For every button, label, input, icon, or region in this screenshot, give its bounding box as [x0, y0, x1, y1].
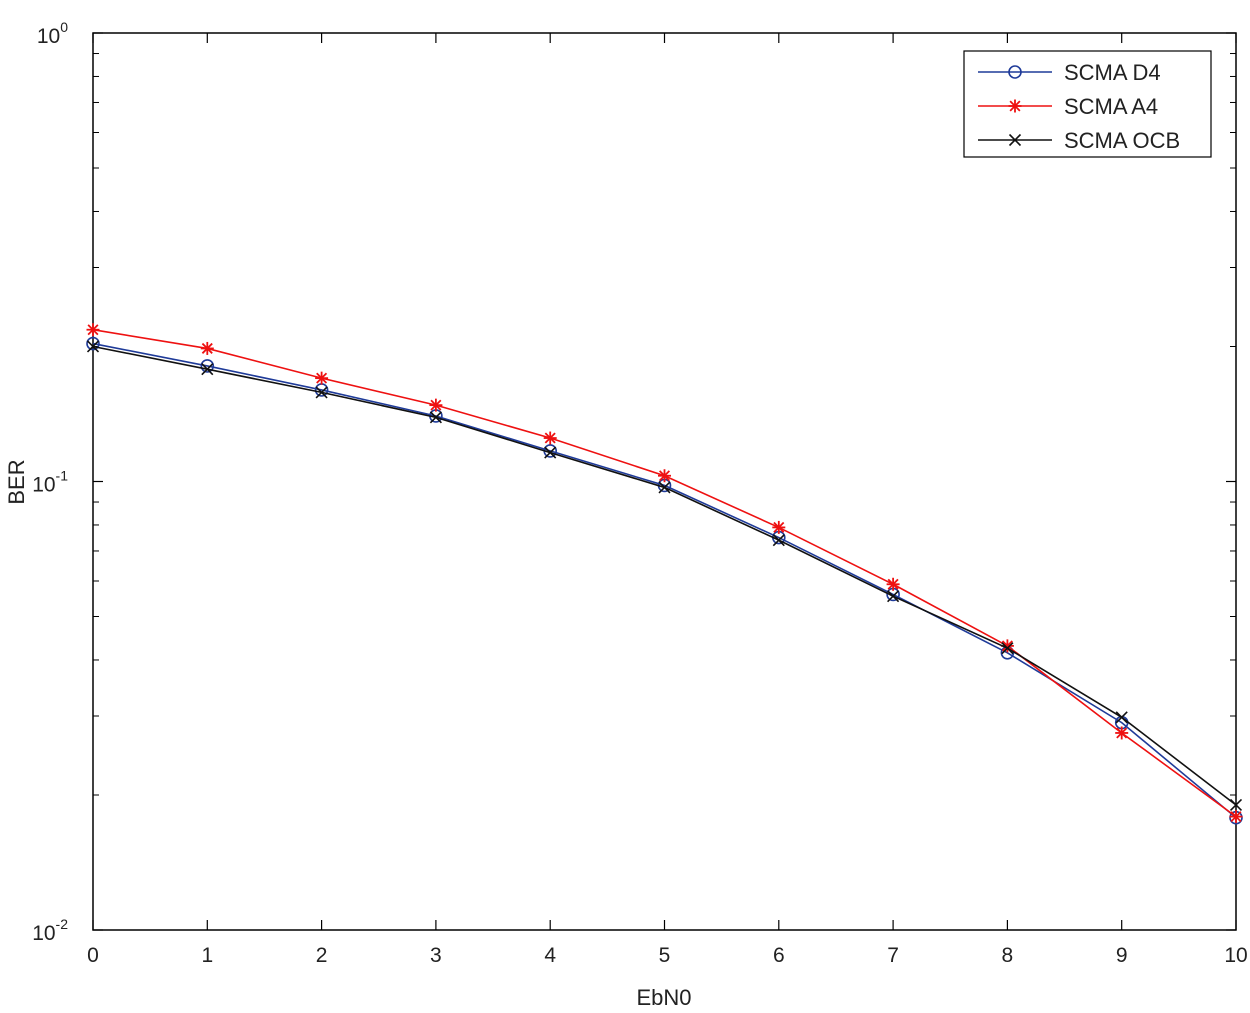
- marker-asterisk: [658, 469, 671, 483]
- asterisk-stroke: [430, 399, 442, 411]
- legend-entry-scma-a4: SCMA A4: [978, 94, 1158, 119]
- circle-marker: [86, 336, 100, 351]
- legend-label: SCMA OCB: [1064, 128, 1180, 153]
- axis-ticks: [92, 32, 1237, 931]
- marker-x: [772, 534, 785, 547]
- marker-x: [1008, 133, 1022, 147]
- x-stroke: [658, 481, 671, 494]
- series-scma-ocb: [86, 340, 1243, 812]
- x-tick-label: 2: [316, 944, 328, 967]
- marker-asterisk: [772, 520, 786, 534]
- marker-asterisk: [315, 371, 329, 385]
- marker-asterisk: [1008, 99, 1022, 113]
- marker-asterisk: [1115, 726, 1129, 740]
- x-stroke: [429, 411, 442, 424]
- marker-asterisk: [200, 341, 214, 355]
- y-tick-base: 10: [32, 474, 55, 497]
- x-tick-label: 7: [887, 944, 899, 967]
- y-tick-exponent: 0: [60, 19, 68, 35]
- marker-circle: [1008, 65, 1022, 79]
- y-tick-base: 10: [37, 25, 60, 48]
- x-stroke: [1115, 711, 1128, 724]
- y-tick-exponent: -2: [56, 916, 69, 932]
- marker-asterisk: [429, 398, 443, 412]
- legend-label: SCMA A4: [1064, 94, 1158, 119]
- x-stroke: [315, 386, 328, 399]
- x-tick-label: 9: [1116, 944, 1128, 967]
- marker-x: [86, 340, 100, 353]
- circle-marker: [1008, 65, 1022, 79]
- y-tick-label: 100: [37, 19, 68, 48]
- x-tick-label: 4: [544, 944, 556, 967]
- legend: SCMA D4 SCMA A4 SCMA OCB: [963, 50, 1212, 158]
- asterisk-stroke: [201, 342, 213, 354]
- circle-marker: [200, 359, 215, 373]
- marker-asterisk: [1229, 810, 1243, 824]
- x-tick-label: 3: [430, 944, 442, 967]
- marker-x: [315, 386, 328, 399]
- asterisk-stroke: [1001, 640, 1013, 652]
- marker-x: [1115, 711, 1128, 724]
- y-tick-exponent: -1: [56, 468, 69, 484]
- x-stroke: [544, 446, 557, 459]
- x-tick-label: 1: [201, 944, 213, 967]
- marker-x: [658, 481, 671, 494]
- x-stroke: [201, 363, 214, 376]
- series-line-scma-d4: [92, 342, 1237, 819]
- x-tick-label: 6: [773, 944, 785, 967]
- x-tick-label: 10: [1224, 944, 1247, 967]
- x-stroke: [887, 590, 900, 603]
- x-tick-label: 8: [1002, 944, 1014, 967]
- x-stroke: [1001, 642, 1014, 655]
- marker-x: [1001, 642, 1014, 655]
- x-tick-label: 0: [87, 944, 99, 967]
- marker-x: [887, 590, 900, 603]
- marker-circle: [200, 359, 215, 373]
- series-layer: [86, 323, 1243, 825]
- marker-asterisk: [886, 577, 900, 591]
- marker-asterisk: [543, 431, 557, 445]
- legend-label: SCMA D4: [1064, 60, 1161, 85]
- asterisk-stroke: [887, 578, 899, 590]
- asterisk-stroke: [316, 372, 328, 384]
- legend-entry-scma-ocb: SCMA OCB: [978, 128, 1180, 153]
- marker-asterisk: [86, 323, 100, 337]
- asterisk-stroke: [544, 432, 556, 444]
- y-tick-label: 10-1: [32, 468, 68, 497]
- asterisk-stroke: [1116, 727, 1128, 739]
- y-tick-base: 10: [32, 922, 55, 945]
- marker-x: [544, 446, 557, 459]
- y-tick-label: 10-2: [32, 916, 68, 945]
- x-stroke: [772, 534, 785, 547]
- y-axis-label: BER: [4, 459, 29, 504]
- asterisk-stroke: [87, 324, 99, 336]
- asterisk-stroke: [1230, 811, 1242, 823]
- marker-circle: [86, 336, 100, 351]
- marker-x: [1229, 798, 1243, 812]
- asterisk-stroke: [773, 521, 785, 533]
- marker-x: [201, 363, 214, 376]
- x-stroke: [1229, 798, 1243, 812]
- x-stroke: [86, 340, 100, 353]
- x-axis-label: EbN0: [636, 985, 691, 1010]
- legend-entry-scma-d4: SCMA D4: [978, 60, 1161, 85]
- series-scma-a4: [86, 323, 1243, 824]
- marker-x: [429, 411, 442, 424]
- asterisk-stroke: [1009, 100, 1021, 112]
- asterisk-stroke: [658, 470, 671, 482]
- x-tick-labels: 0 1 2 3 4 5 6 7 8 9 10: [87, 944, 1248, 967]
- x-tick-label: 5: [659, 944, 671, 967]
- x-stroke: [1008, 133, 1022, 147]
